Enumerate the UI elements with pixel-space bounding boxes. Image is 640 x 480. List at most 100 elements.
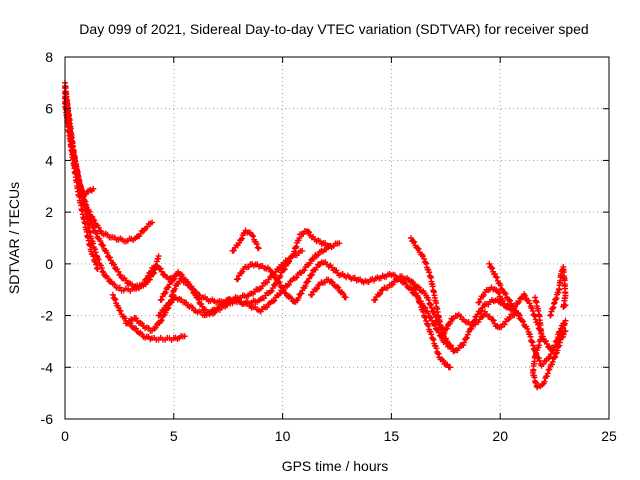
data-point [426, 269, 433, 276]
data-point [158, 296, 165, 303]
data-point [291, 248, 298, 255]
data-point [121, 315, 128, 322]
data-point [531, 312, 538, 319]
data-point [156, 312, 163, 319]
data-point [495, 288, 502, 295]
data-point [412, 286, 419, 293]
data-point [463, 334, 470, 341]
data-point [425, 322, 432, 329]
data-point [199, 303, 206, 310]
data-point [492, 273, 499, 280]
data-point [500, 301, 507, 308]
data-point [104, 275, 111, 282]
data-point [93, 261, 100, 268]
data-point [340, 290, 347, 297]
data-point [106, 254, 113, 261]
data-point [430, 336, 437, 343]
data-point [298, 290, 305, 297]
y-tick-label: -4 [41, 359, 54, 375]
y-tick-label: 4 [45, 152, 53, 168]
data-point [415, 284, 422, 291]
data-point [476, 299, 483, 306]
data-point [422, 314, 429, 321]
data-point [276, 279, 283, 286]
data-point [515, 311, 522, 318]
data-point [237, 236, 244, 243]
data-point [163, 302, 170, 309]
data-point [184, 279, 191, 286]
data-point [141, 280, 148, 287]
data-point [493, 274, 500, 281]
data-point [293, 243, 300, 250]
series-trace-18 [529, 294, 569, 391]
data-point [171, 285, 178, 292]
data-point [100, 242, 107, 249]
data-point [305, 278, 312, 285]
data-point [306, 260, 313, 267]
data-point [276, 290, 283, 297]
data-point [90, 185, 97, 192]
series-trace-6 [109, 291, 188, 343]
series-trace-15 [410, 281, 454, 371]
data-point [558, 325, 565, 332]
data-point [281, 266, 288, 273]
data-point [542, 338, 549, 345]
data-point [117, 307, 124, 314]
series-trace-19 [547, 263, 569, 319]
data-point [254, 244, 261, 251]
data-point [375, 291, 382, 298]
data-point [461, 339, 468, 346]
data-point [155, 253, 162, 260]
data-point [177, 271, 184, 278]
data-points [62, 79, 569, 391]
y-tick-label: -6 [41, 411, 54, 427]
data-point [417, 300, 424, 307]
data-point [478, 307, 485, 314]
data-point [313, 264, 320, 271]
y-tick-label: 6 [45, 101, 53, 117]
data-point [148, 268, 155, 275]
data-point [250, 233, 257, 240]
data-point [545, 366, 552, 373]
data-point [239, 268, 246, 275]
data-point [259, 283, 266, 290]
data-point [543, 373, 550, 380]
data-point [314, 285, 321, 292]
data-point [293, 274, 300, 281]
data-point [299, 247, 306, 254]
data-point [562, 302, 569, 309]
data-point [526, 300, 533, 307]
series-trace-17 [486, 260, 567, 369]
data-point [90, 224, 97, 231]
data-point [433, 345, 440, 352]
data-point [329, 279, 336, 286]
data-point [280, 286, 287, 293]
data-point [115, 268, 122, 275]
data-point [309, 291, 316, 298]
data-point [288, 295, 295, 302]
data-point [425, 296, 432, 303]
data-point [181, 333, 188, 340]
data-point [109, 291, 116, 298]
data-point [90, 253, 97, 260]
data-point [529, 305, 536, 312]
data-point [165, 284, 172, 291]
data-point [97, 238, 104, 245]
data-point [562, 328, 569, 335]
data-point [377, 290, 384, 297]
data-point [560, 331, 567, 338]
data-point [183, 278, 190, 285]
data-point [505, 296, 512, 303]
data-point [464, 331, 471, 338]
y-tick-label: 2 [45, 204, 53, 220]
data-point [423, 260, 430, 267]
data-point [312, 286, 319, 293]
data-point [306, 275, 313, 282]
data-point [428, 314, 435, 321]
y-tick-labels: -6 -4 -2 0 2 4 6 8 [41, 49, 54, 427]
data-point [506, 297, 513, 304]
data-point [444, 325, 451, 332]
data-point [157, 318, 164, 325]
x-tick-label: 20 [492, 428, 508, 444]
